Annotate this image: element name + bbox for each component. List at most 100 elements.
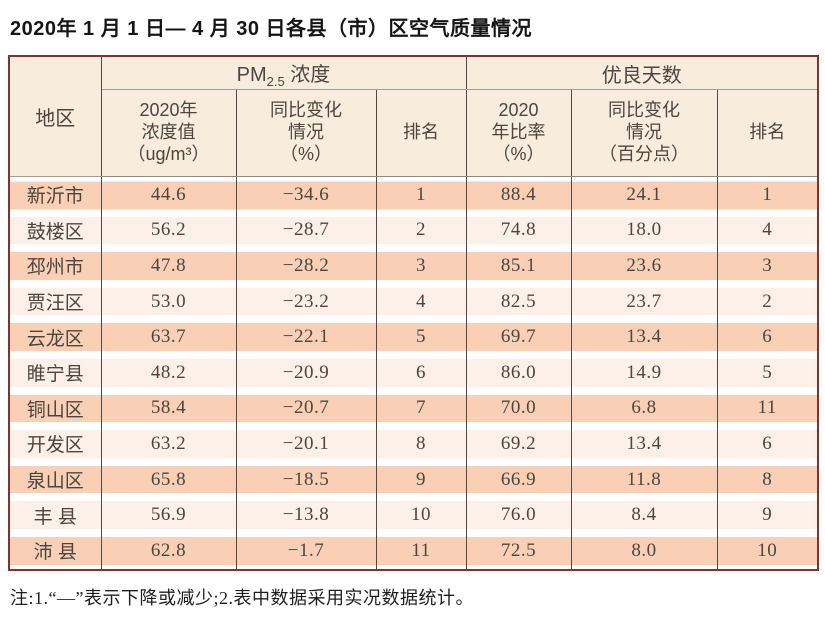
good-rank-cell: 3 [716,248,819,284]
region-column-header: 地区 [8,56,102,177]
good-rank-cell: 9 [716,497,819,533]
good-change-cell: 24.1 [570,176,718,213]
table-row: 沛 县 62.8 −1.7 11 72.5 8.0 10 [8,532,819,570]
pm-rank-cell: 11 [375,532,467,570]
table-row: 泉山区 65.8 −18.5 9 66.9 11.8 8 [8,461,819,498]
pm-rank-cell: 8 [375,426,467,462]
good-rank-cell: 6 [716,426,819,462]
pm-value-cell: 58.4 [100,390,237,427]
pm-rank-cell: 1 [375,176,467,213]
pm-value-cell: 53.0 [100,283,237,320]
good-rate-cell: 86.0 [465,354,572,391]
pm-value-cell: 63.2 [100,426,237,462]
table-row: 贾汪区 53.0 −23.2 4 82.5 23.7 2 [8,283,819,320]
good-rate-cell: 69.7 [465,319,572,355]
air-quality-table: 地区 PM2.5 浓度 优良天数 2020年 浓度值 （ug/m³） 同比变化 … [8,55,820,571]
pm25-label-prefix: PM [236,63,267,86]
good-rank-cell: 10 [716,532,819,570]
pm25-group-header: PM2.5 浓度 [100,56,467,90]
pm-rank-cell: 10 [375,497,467,533]
pm-change-cell: −1.7 [235,532,377,570]
pm-value-column-header: 2020年 浓度值 （ug/m³） [100,89,237,177]
pm-rank-cell: 5 [375,319,467,355]
good-rate-column-header: 2020 年比率 （%） [465,89,572,177]
good-change-cell: 13.4 [570,319,718,355]
region-cell: 铜山区 [8,390,102,427]
good-change-cell: 8.4 [570,497,718,533]
pm-change-cell: −28.7 [235,212,377,249]
pm-change-cell: −20.9 [235,354,377,391]
pm-rank-cell: 7 [375,390,467,427]
pm25-label-suffix: 浓度 [284,63,331,86]
good-rank-cell: 6 [716,319,819,355]
sub-header-row: 2020年 浓度值 （ug/m³） 同比变化 情况 （%） 排名 2020 年比… [9,89,819,177]
good-rank-cell: 2 [716,283,819,320]
region-cell: 新沂市 [8,176,102,213]
good-rank-cell: 5 [716,354,819,391]
good-change-cell: 14.9 [570,354,718,391]
pm-change-cell: −28.2 [235,248,377,284]
table-row: 丰 县 56.9 −13.8 10 76.0 8.4 9 [8,497,819,533]
pm-rank-cell: 3 [375,248,467,284]
region-cell: 云龙区 [8,319,102,355]
pm-value-cell: 56.2 [100,212,237,249]
region-cell: 睢宁县 [8,354,102,391]
pm-change-cell: −22.1 [235,319,377,355]
pm-change-cell: −34.6 [235,176,377,213]
good-rate-cell: 69.2 [465,426,572,462]
pm-value-cell: 63.7 [100,319,237,355]
pm-value-cell: 47.8 [100,248,237,284]
pm-value-cell: 65.8 [100,461,237,498]
good-change-cell: 13.4 [570,426,718,462]
pm-rank-cell: 2 [375,212,467,249]
good-rate-cell: 76.0 [465,497,572,533]
good-rate-cell: 74.8 [465,212,572,249]
pm-value-cell: 48.2 [100,354,237,391]
good-rate-cell: 66.9 [465,461,572,498]
pm-change-cell: −20.7 [235,390,377,427]
good-rank-cell: 11 [716,390,819,427]
region-cell: 贾汪区 [8,283,102,320]
region-cell: 沛 县 [8,532,102,570]
good-change-cell: 18.0 [570,212,718,249]
table-row: 开发区 63.2 −20.1 8 69.2 13.4 6 [8,426,819,462]
footnote: 注:1.“—”表示下降或减少;2.表中数据采用实况数据统计。 [10,587,474,608]
table-body: 新沂市 44.6 −34.6 1 88.4 24.1 1 鼓楼区 56.2 −2… [8,176,819,570]
good-rank-cell: 4 [716,212,819,249]
good-rate-cell: 88.4 [465,176,572,213]
good-change-cell: 23.7 [570,283,718,320]
good-rank-column-header: 排名 [716,89,819,177]
good-days-group-header: 优良天数 [465,56,819,90]
table-row: 睢宁县 48.2 −20.9 6 86.0 14.9 5 [8,354,819,391]
pm-value-cell: 44.6 [100,176,237,213]
pm-change-cell: −13.8 [235,497,377,533]
pm-rank-cell: 4 [375,283,467,320]
pm-rank-column-header: 排名 [375,89,467,177]
region-cell: 开发区 [8,426,102,462]
good-rate-cell: 82.5 [465,283,572,320]
table-row: 铜山区 58.4 −20.7 7 70.0 6.8 11 [8,390,819,427]
pm-value-cell: 56.9 [100,497,237,533]
table-row: 新沂市 44.6 −34.6 1 88.4 24.1 1 [8,176,819,213]
region-cell: 鼓楼区 [8,212,102,249]
pm-change-cell: −23.2 [235,283,377,320]
table-header: 地区 PM2.5 浓度 优良天数 2020年 浓度值 （ug/m³） 同比变化 … [8,56,819,177]
page-title: 2020年 1 月 1 日— 4 月 30 日各县（市）区空气质量情况 [10,18,533,40]
good-rate-cell: 70.0 [465,390,572,427]
good-change-cell: 11.8 [570,461,718,498]
good-change-cell: 23.6 [570,248,718,284]
good-rate-cell: 85.1 [465,248,572,284]
good-change-column-header: 同比变化 情况 （百分点） [570,89,718,177]
pm-change-cell: −18.5 [235,461,377,498]
pm-change-column-header: 同比变化 情况 （%） [235,89,377,177]
good-rank-cell: 1 [716,176,819,213]
table-row: 鼓楼区 56.2 −28.7 2 74.8 18.0 4 [8,212,819,249]
region-cell: 邳州市 [8,248,102,284]
region-cell: 泉山区 [8,461,102,498]
good-rate-cell: 72.5 [465,532,572,570]
pm-rank-cell: 6 [375,354,467,391]
good-rank-cell: 8 [716,461,819,498]
pm-rank-cell: 9 [375,461,467,498]
pm25-subscript: 2.5 [266,73,285,89]
